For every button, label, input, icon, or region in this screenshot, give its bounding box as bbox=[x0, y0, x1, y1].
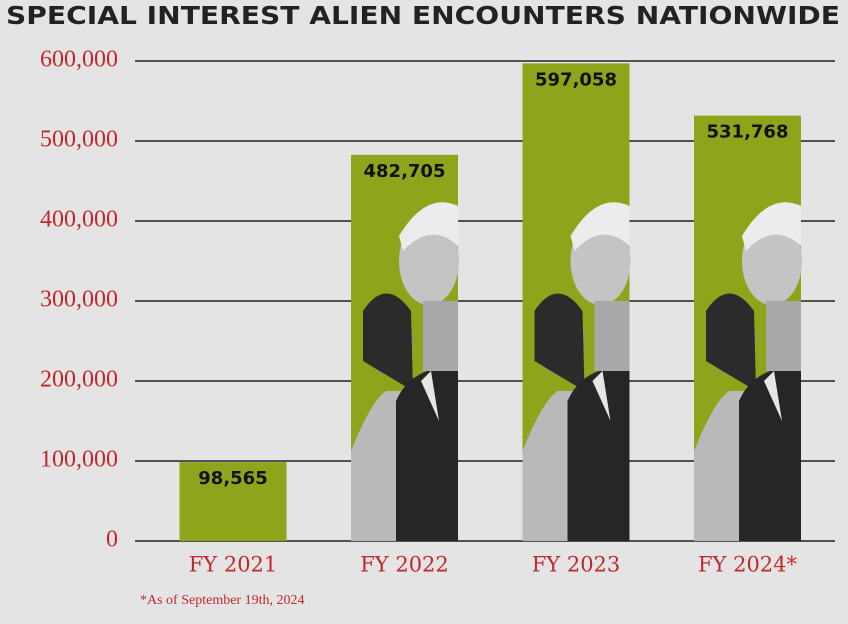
photo bbox=[739, 366, 801, 541]
photo bbox=[594, 301, 630, 371]
photo bbox=[592, 371, 611, 421]
photo bbox=[766, 301, 801, 371]
y-tick-label: 600,000 bbox=[40, 47, 118, 73]
value-label: 98,565 bbox=[198, 468, 267, 489]
photo bbox=[423, 301, 458, 371]
photo bbox=[706, 293, 756, 391]
photo bbox=[396, 366, 458, 541]
y-tick-label: 300,000 bbox=[40, 287, 118, 313]
photo bbox=[742, 202, 801, 251]
y-tick-label: 400,000 bbox=[40, 207, 118, 233]
photo bbox=[570, 202, 630, 251]
value-label: 531,768 bbox=[707, 122, 789, 143]
y-tick-label: 0 bbox=[106, 527, 118, 553]
y-tick-label: 500,000 bbox=[40, 127, 118, 153]
photo bbox=[567, 366, 630, 541]
chart-title: SPECIAL INTEREST ALIEN ENCOUNTERS NATION… bbox=[6, 1, 840, 30]
photo bbox=[363, 293, 413, 391]
photo bbox=[764, 371, 782, 421]
photo bbox=[534, 293, 585, 391]
value-label: 597,058 bbox=[535, 69, 617, 90]
x-tick-label: FY 2021 bbox=[189, 553, 278, 577]
value-label: 482,705 bbox=[364, 161, 446, 182]
y-tick-label: 100,000 bbox=[40, 447, 118, 473]
footnote: *As of September 19th, 2024 bbox=[140, 593, 304, 608]
x-tick-label: FY 2023 bbox=[532, 553, 621, 577]
photo bbox=[399, 202, 458, 251]
photo bbox=[421, 371, 439, 421]
bar bbox=[179, 462, 287, 541]
y-tick-label: 200,000 bbox=[40, 367, 118, 393]
x-tick-label: FY 2024* bbox=[698, 553, 798, 577]
x-tick-label: FY 2022 bbox=[360, 553, 449, 577]
